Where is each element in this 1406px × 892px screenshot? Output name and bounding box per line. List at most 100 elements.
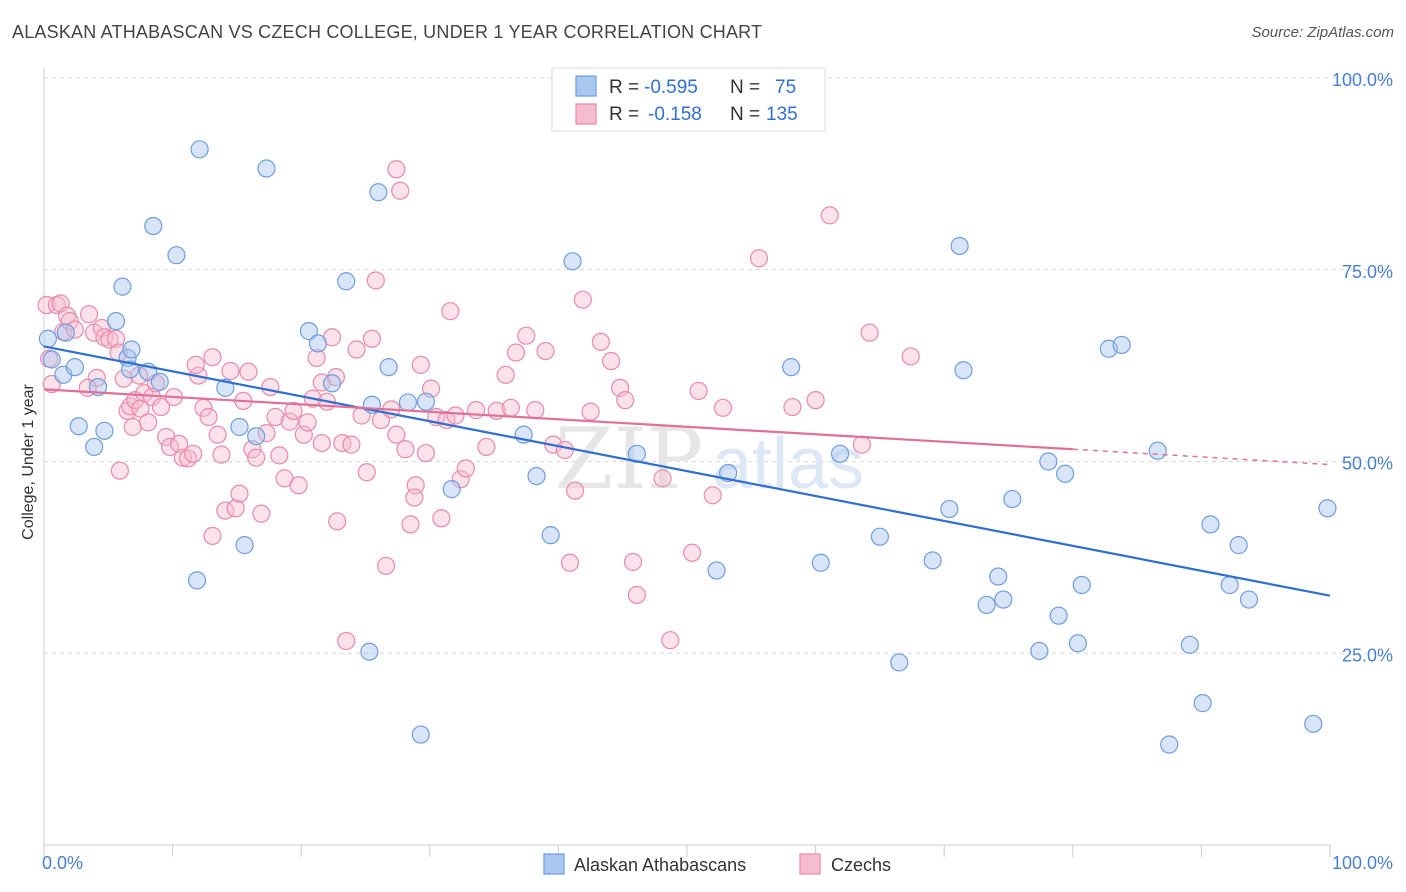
czech-point-119: [860, 323, 879, 342]
czech-point-50: [257, 424, 276, 443]
athabascan-point-28: [337, 272, 356, 291]
czech-point-34: [184, 444, 203, 463]
athabascan-point-9: [106, 312, 126, 331]
y-tick-label-100: 100.0%: [1332, 70, 1393, 90]
athabascan-point-19: [190, 140, 209, 159]
athabascan-point-54: [989, 567, 1008, 586]
athabascan-point-49: [923, 551, 942, 570]
legend-r-label-blue: R =: [609, 77, 639, 98]
czech-point-20: [123, 417, 142, 437]
czech-point-123: [312, 373, 331, 392]
athabascan-point-24: [257, 159, 276, 178]
czech-point-110: [623, 552, 643, 572]
athabascan-point-13: [122, 340, 141, 359]
athabascan-point-8: [95, 421, 114, 440]
athabascan-trend-line: [43, 345, 1331, 597]
athabascan-point-72: [1239, 590, 1259, 609]
czech-point-99: [526, 401, 545, 420]
czech-point-109: [616, 391, 635, 410]
legend-n-label-pink: N =: [730, 104, 760, 125]
chart-title: ALASKAN ATHABASCAN VS CZECH COLLEGE, UND…: [12, 22, 763, 42]
czech-point-78: [391, 181, 410, 200]
czech-point-93: [477, 437, 496, 457]
athabascan-point-15: [144, 216, 163, 236]
legend-swatch-blue: [575, 75, 597, 97]
czech-point-105: [581, 402, 600, 421]
athabascan-point-18: [187, 571, 207, 590]
czech-point-52: [266, 407, 285, 427]
bottom-legend-swatch-pink: [799, 853, 821, 875]
athabascan-point-20: [216, 378, 235, 397]
athabascan-point-6: [85, 437, 104, 457]
czech-point-113: [689, 381, 708, 401]
athabascan-point-62: [1072, 575, 1091, 595]
czech-point-80: [401, 515, 420, 534]
czech-point-92: [466, 401, 486, 420]
athabascan-point-22: [235, 536, 254, 555]
athabascan-point-59: [1049, 606, 1068, 625]
czech-point-79: [396, 440, 415, 459]
athabascan-point-40: [563, 252, 582, 271]
czech-point-51: [261, 378, 280, 397]
athabascan-point-32: [379, 358, 398, 377]
czech-point-48: [247, 448, 266, 467]
athabascan-point-44: [782, 358, 801, 377]
czech-point-114: [713, 398, 733, 417]
czech-point-133: [130, 366, 149, 385]
czech-point-95: [496, 365, 515, 384]
athabascan-point-65: [1148, 441, 1167, 460]
athabascan-point-74: [1318, 499, 1337, 518]
czech-point-0: [37, 295, 56, 315]
athabascan-point-57: [1030, 641, 1049, 661]
czech-point-73: [366, 271, 385, 290]
athabascan-point-71: [1229, 536, 1248, 555]
czech-point-11: [87, 368, 106, 387]
czech-point-89: [446, 406, 465, 425]
legend-r-value-blue: -0.595: [644, 77, 698, 98]
czech-point-61: [307, 348, 326, 368]
legend-n-value-pink: 135: [766, 104, 798, 125]
czech-point-72: [362, 329, 382, 348]
czech-point-39: [208, 425, 227, 444]
athabascan-point-68: [1193, 694, 1212, 713]
athabascan-point-21: [230, 417, 249, 437]
athabascan-point-10: [113, 277, 132, 296]
athabascan-point-53: [977, 595, 996, 615]
athabascan-point-4: [65, 358, 84, 377]
athabascan-point-61: [1068, 634, 1088, 653]
czech-point-15: [106, 329, 126, 348]
czech-point-103: [566, 481, 585, 500]
czech-point-75: [376, 556, 396, 575]
czech-point-59: [298, 413, 317, 432]
bottom-legend-swatch-blue: [543, 853, 565, 875]
legend-r-value-pink: -0.158: [648, 104, 702, 125]
czech-point-90: [451, 470, 470, 489]
athabascan-point-60: [1055, 464, 1075, 483]
czech-point-100: [536, 341, 555, 361]
athabascan-point-67: [1180, 635, 1199, 654]
athabascan-point-3: [56, 323, 75, 342]
czech-point-98: [517, 326, 536, 345]
series-legend: Alaskan Athabascans Czechs: [543, 853, 891, 875]
athabascan-point-66: [1160, 735, 1179, 754]
athabascan-point-46: [830, 444, 850, 463]
czech-point-83: [416, 443, 436, 463]
czech-point-77: [387, 425, 406, 444]
czech-point-32: [173, 448, 192, 467]
athabascan-point-55: [994, 590, 1013, 609]
athabascan-point-16: [150, 372, 169, 391]
czech-point-14: [100, 330, 119, 349]
tick-labels: 25.0% 50.0% 75.0% 100.0% 0.0% 100.0%: [42, 70, 1393, 873]
czech-point-68: [342, 435, 361, 454]
legend-r-label-pink: R =: [609, 104, 639, 125]
czech-point-120: [901, 347, 920, 366]
czech-point-115: [749, 249, 769, 268]
czech-point-132: [653, 469, 672, 488]
czech-point-22: [131, 399, 150, 418]
athabascan-point-36: [442, 480, 461, 499]
athabascan-points: [38, 140, 1337, 754]
athabascan-point-17: [167, 246, 186, 265]
athabascan-point-52: [954, 361, 973, 380]
czech-point-126: [186, 355, 205, 374]
